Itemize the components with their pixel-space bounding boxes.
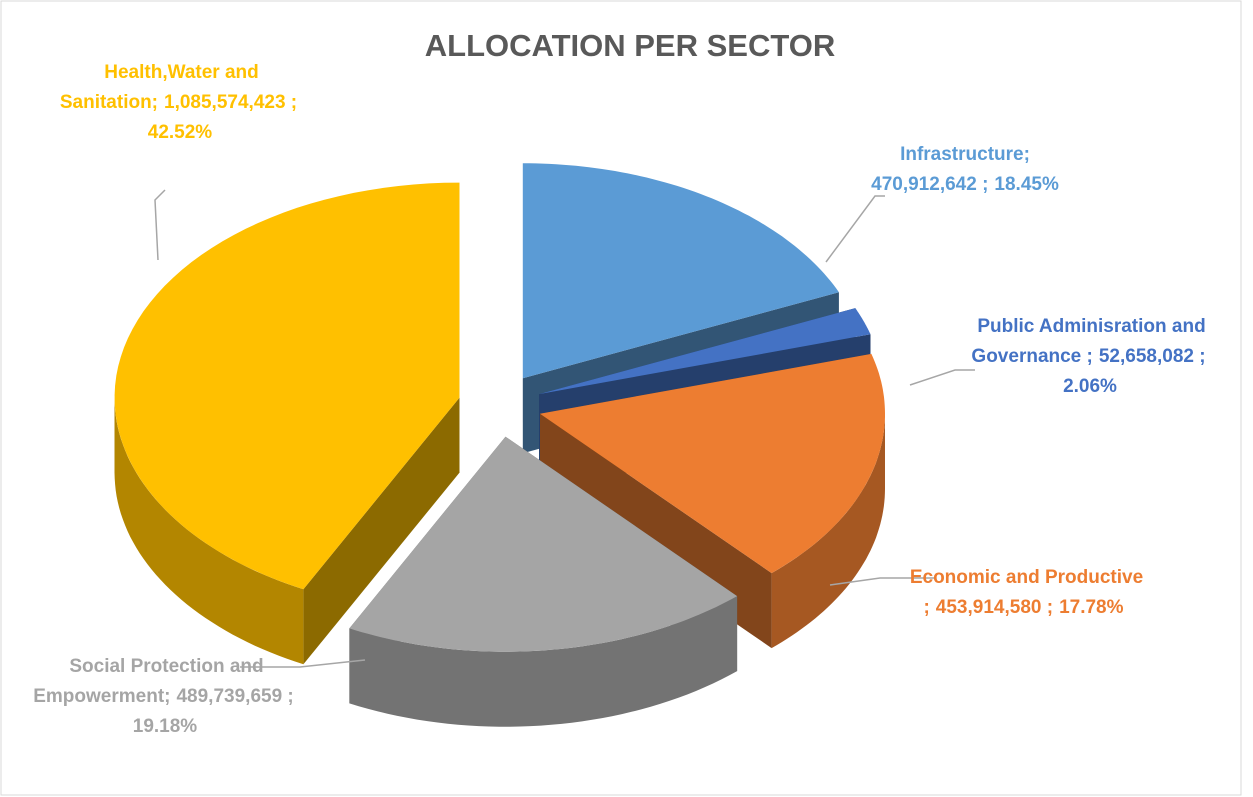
value-label: 453,914,580 ; (935, 597, 1054, 618)
value-label: 489,739,659 ; (176, 686, 294, 707)
value-label: 470,912,642 ; (871, 174, 989, 195)
category-label: Health,Water and Sanitation; (59, 62, 259, 113)
category-label: Economic and Productive ; (909, 567, 1144, 618)
category-label: Public Adminisration and Governance ; (971, 316, 1206, 367)
data-label: Public Adminisration and Governance ; 52,… (960, 312, 1220, 402)
percentage-label: 17.78% (1059, 597, 1124, 618)
category-label: Infrastructure; (900, 144, 1030, 165)
data-label: Social Protection and Empowerment; 489,73… (20, 652, 310, 742)
leader-lines (154, 189, 975, 668)
leader-line (909, 369, 975, 386)
slice (539, 308, 871, 395)
slice-side (303, 397, 460, 665)
value-label: 1,085,574,423 ; (164, 92, 298, 113)
slice-edge (114, 397, 304, 665)
percentage-label: 2.06% (1063, 376, 1117, 397)
slice (349, 436, 738, 652)
slice-edge (771, 413, 885, 649)
percentage-label: 42.52% (147, 122, 213, 143)
leader-line (825, 195, 885, 263)
chart-title: ALLOCATION PER SECTOR (425, 28, 835, 63)
percentage-label: 19.18% (132, 716, 198, 737)
slice (540, 353, 885, 574)
data-label: Economic and Productive ; 453,914,580 ; 17… (905, 563, 1145, 623)
value-label: 52,658,082 ; (1098, 346, 1206, 367)
slice (114, 182, 460, 590)
data-label: Infrastructure; 470,912,642 ; 18.45% (865, 140, 1065, 200)
slice (522, 163, 839, 379)
category-label: Social Protection and Empowerment; (33, 656, 264, 707)
leader-line (154, 189, 166, 261)
slice-edge (349, 596, 738, 727)
leader-line (240, 659, 366, 668)
leader-line (829, 577, 935, 586)
data-label: Health,Water and Sanitation; 1,085,574,42… (50, 58, 310, 148)
pie (114, 163, 885, 727)
percentage-label: 18.45% (994, 174, 1059, 195)
